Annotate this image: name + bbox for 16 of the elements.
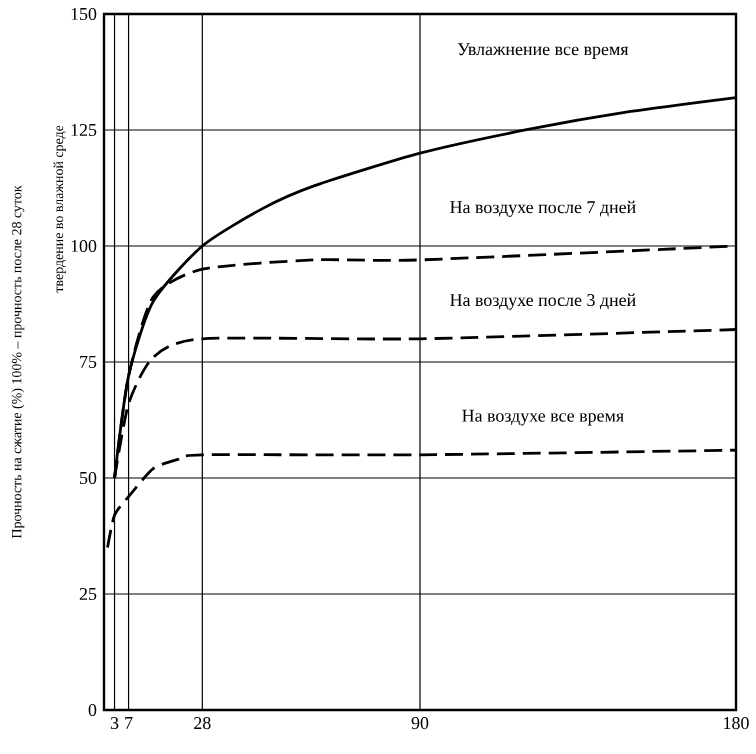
y-tick-label: 50	[80, 471, 97, 485]
y-tick-label: 25	[79, 587, 97, 601]
series-label: На воздухе все время	[462, 409, 624, 426]
series-label: На воздухе после 3 дней	[450, 293, 636, 310]
y-tick-label: 125	[71, 123, 97, 137]
x-tick-label: 28	[194, 717, 211, 730]
y-tick-label: 150	[71, 7, 97, 21]
x-tick-label: 180	[724, 717, 749, 730]
y-tick-label: 100	[71, 239, 97, 253]
series-label: На воздухе после 7 дней	[450, 200, 636, 217]
text: Увлажнение все время	[457, 43, 629, 59]
x-tick-label: 90	[411, 717, 429, 730]
y-tick-label: 0	[88, 703, 97, 717]
y-tick-label: 75	[80, 356, 97, 368]
x-tick-label: 7	[125, 717, 133, 729]
x-tick-label: 3	[110, 717, 119, 730]
